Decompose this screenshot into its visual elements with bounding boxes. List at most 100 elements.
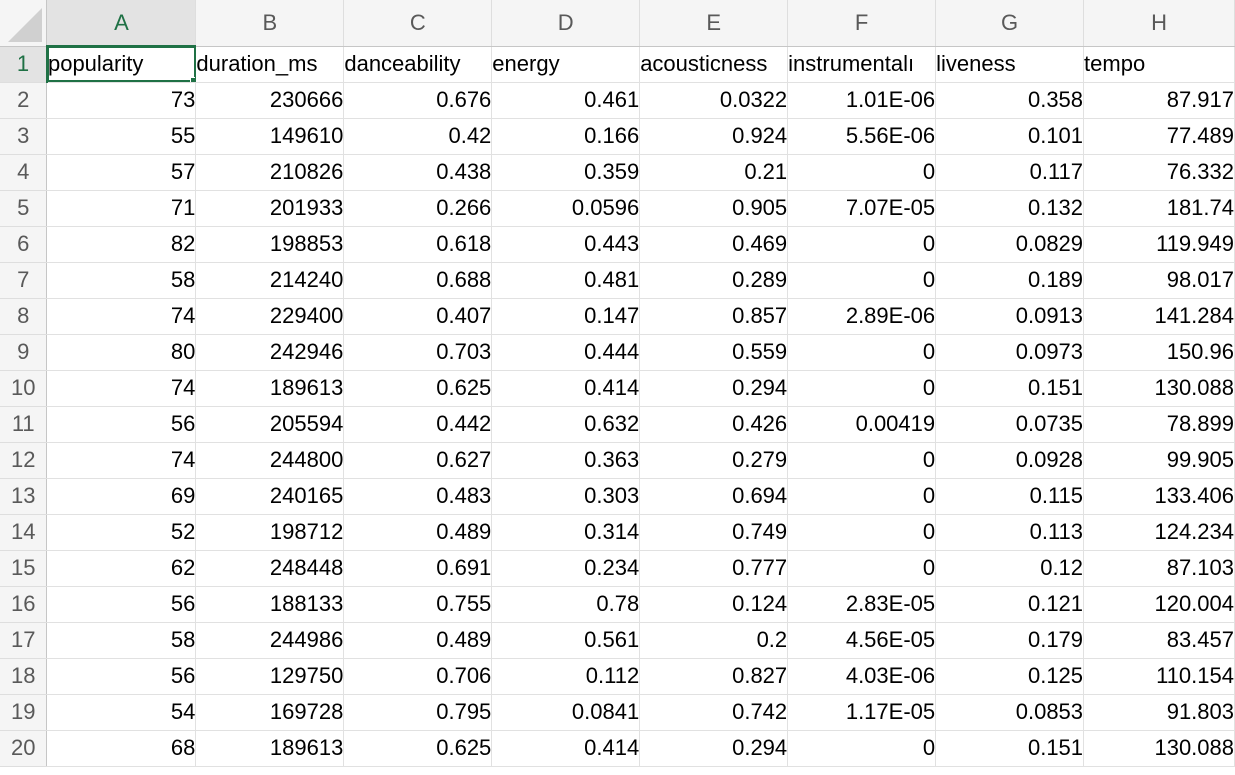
cell-a[interactable]: 80 [46, 334, 197, 371]
cell-a[interactable]: 56 [46, 586, 197, 623]
row-header[interactable]: 5 [0, 190, 48, 227]
cell-d[interactable]: 0.0841 [491, 694, 641, 731]
column-header-a[interactable]: A [46, 0, 197, 47]
cell-e[interactable]: 0.777 [639, 550, 789, 587]
cell-g[interactable]: 0.358 [935, 82, 1085, 119]
cell-e[interactable]: 0.559 [639, 334, 789, 371]
row-header[interactable]: 17 [0, 622, 48, 659]
cell-d[interactable]: 0.234 [491, 550, 641, 587]
cell-g[interactable]: 0.0913 [935, 298, 1085, 335]
cell-h[interactable]: 98.017 [1083, 262, 1235, 299]
cell-d[interactable]: 0.303 [491, 478, 641, 515]
cell-h[interactable]: 87.103 [1083, 550, 1235, 587]
cell-a[interactable]: 58 [46, 622, 197, 659]
cell-c[interactable]: 0.42 [343, 118, 493, 155]
cell-h[interactable]: 83.457 [1083, 622, 1235, 659]
cell-f1[interactable]: instrumentalı [787, 46, 937, 83]
cell-a[interactable]: 74 [46, 442, 197, 479]
cell-g[interactable]: 0.151 [935, 370, 1085, 407]
cell-b[interactable]: 244800 [195, 442, 345, 479]
cell-b[interactable]: 229400 [195, 298, 345, 335]
cell-a[interactable]: 74 [46, 298, 197, 335]
row-header[interactable]: 6 [0, 226, 48, 263]
cell-d[interactable]: 0.359 [491, 154, 641, 191]
row-header[interactable]: 10 [0, 370, 48, 407]
cell-d1[interactable]: energy [491, 46, 641, 83]
cell-b[interactable]: 248448 [195, 550, 345, 587]
cell-h[interactable]: 150.96 [1083, 334, 1235, 371]
cell-b[interactable]: 189613 [195, 730, 345, 767]
cell-e[interactable]: 0.924 [639, 118, 789, 155]
cell-g[interactable]: 0.0928 [935, 442, 1085, 479]
cell-f[interactable]: 0 [787, 550, 937, 587]
cell-c[interactable]: 0.676 [343, 82, 493, 119]
cell-f[interactable]: 0.00419 [787, 406, 937, 443]
cell-e[interactable]: 0.469 [639, 226, 789, 263]
column-header-g[interactable]: G [935, 0, 1085, 47]
cell-e[interactable]: 0.294 [639, 370, 789, 407]
cell-h[interactable]: 120.004 [1083, 586, 1235, 623]
cell-h[interactable]: 119.949 [1083, 226, 1235, 263]
cell-d[interactable]: 0.414 [491, 370, 641, 407]
cell-h[interactable]: 99.905 [1083, 442, 1235, 479]
cell-c[interactable]: 0.706 [343, 658, 493, 695]
cell-f[interactable]: 7.07E-05 [787, 190, 937, 227]
cell-d[interactable]: 0.632 [491, 406, 641, 443]
cell-b[interactable]: 240165 [195, 478, 345, 515]
cell-a[interactable]: 74 [46, 370, 197, 407]
cell-f[interactable]: 0 [787, 154, 937, 191]
cell-c[interactable]: 0.625 [343, 370, 493, 407]
cell-h[interactable]: 133.406 [1083, 478, 1235, 515]
cell-b[interactable]: 242946 [195, 334, 345, 371]
cell-e[interactable]: 0.124 [639, 586, 789, 623]
cell-h[interactable]: 130.088 [1083, 730, 1235, 767]
cell-e[interactable]: 0.857 [639, 298, 789, 335]
cell-c[interactable]: 0.627 [343, 442, 493, 479]
cell-e[interactable]: 0.827 [639, 658, 789, 695]
cell-h[interactable]: 91.803 [1083, 694, 1235, 731]
cell-b[interactable]: 205594 [195, 406, 345, 443]
cell-e[interactable]: 0.742 [639, 694, 789, 731]
cell-h[interactable]: 77.489 [1083, 118, 1235, 155]
row-header[interactable]: 20 [0, 730, 48, 767]
cell-c[interactable]: 0.625 [343, 730, 493, 767]
cell-g[interactable]: 0.125 [935, 658, 1085, 695]
cell-e[interactable]: 0.749 [639, 514, 789, 551]
row-header[interactable]: 9 [0, 334, 48, 371]
cell-f[interactable]: 1.17E-05 [787, 694, 937, 731]
row-header[interactable]: 18 [0, 658, 48, 695]
column-header-d[interactable]: D [491, 0, 641, 47]
column-header-e[interactable]: E [639, 0, 789, 47]
cell-a[interactable]: 82 [46, 226, 197, 263]
column-header-f[interactable]: F [787, 0, 937, 47]
cell-c[interactable]: 0.489 [343, 622, 493, 659]
cell-d[interactable]: 0.314 [491, 514, 641, 551]
cell-d[interactable]: 0.481 [491, 262, 641, 299]
cell-f[interactable]: 4.56E-05 [787, 622, 937, 659]
cell-h[interactable]: 181.74 [1083, 190, 1235, 227]
cell-d[interactable]: 0.461 [491, 82, 641, 119]
cell-a[interactable]: 56 [46, 406, 197, 443]
cell-c1[interactable]: danceability [343, 46, 493, 83]
cell-c[interactable]: 0.755 [343, 586, 493, 623]
cell-a1[interactable]: popularity [46, 46, 197, 83]
row-header-1[interactable]: 1 [0, 46, 48, 83]
cell-g[interactable]: 0.0973 [935, 334, 1085, 371]
cell-f[interactable]: 0 [787, 730, 937, 767]
row-header[interactable]: 13 [0, 478, 48, 515]
cell-a[interactable]: 56 [46, 658, 197, 695]
cell-d[interactable]: 0.112 [491, 658, 641, 695]
cell-c[interactable]: 0.442 [343, 406, 493, 443]
cell-c[interactable]: 0.438 [343, 154, 493, 191]
cell-e[interactable]: 0.294 [639, 730, 789, 767]
cell-b[interactable]: 201933 [195, 190, 345, 227]
cell-e[interactable]: 0.694 [639, 478, 789, 515]
cell-g[interactable]: 0.101 [935, 118, 1085, 155]
column-header-c[interactable]: C [343, 0, 493, 47]
cell-e[interactable]: 0.21 [639, 154, 789, 191]
cell-g[interactable]: 0.151 [935, 730, 1085, 767]
cell-b[interactable]: 189613 [195, 370, 345, 407]
row-header[interactable]: 7 [0, 262, 48, 299]
cell-c[interactable]: 0.795 [343, 694, 493, 731]
cell-f[interactable]: 5.56E-06 [787, 118, 937, 155]
